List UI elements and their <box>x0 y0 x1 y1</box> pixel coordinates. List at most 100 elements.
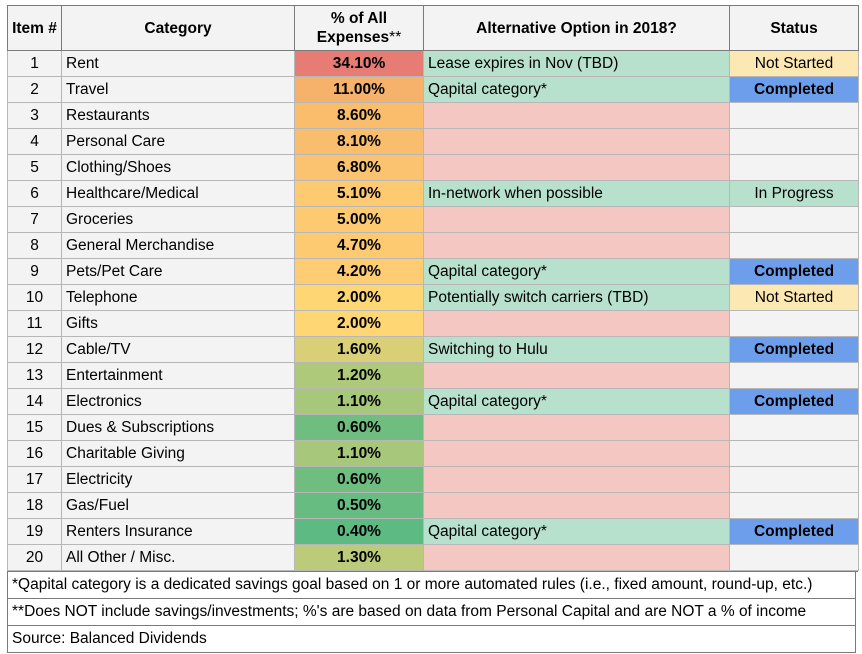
cell-alternative-option[interactable]: Qapital category* <box>423 518 730 545</box>
cell-alternative-option[interactable]: Qapital category* <box>423 388 730 415</box>
cell-status[interactable] <box>729 544 859 571</box>
cell-status[interactable] <box>729 362 859 389</box>
cell-alternative-option[interactable]: Qapital category* <box>423 258 730 285</box>
cell-percent[interactable]: 34.10% <box>294 50 424 77</box>
cell-category[interactable]: Healthcare/Medical <box>61 180 295 207</box>
footnote-expenses[interactable]: **Does NOT include savings/investments; … <box>7 599 856 626</box>
cell-category[interactable]: Travel <box>61 76 295 103</box>
header-percent-expenses[interactable]: % of All Expenses** <box>294 5 424 51</box>
cell-alternative-option[interactable] <box>423 154 730 181</box>
cell-status[interactable] <box>729 232 859 259</box>
cell-percent[interactable]: 8.60% <box>294 102 424 129</box>
cell-alternative-option[interactable] <box>423 544 730 571</box>
cell-category[interactable]: Electronics <box>61 388 295 415</box>
cell-percent[interactable]: 4.20% <box>294 258 424 285</box>
cell-category[interactable]: Restaurants <box>61 102 295 129</box>
cell-percent[interactable]: 0.40% <box>294 518 424 545</box>
cell-item-number[interactable]: 11 <box>7 310 62 337</box>
cell-item-number[interactable]: 8 <box>7 232 62 259</box>
cell-alternative-option[interactable]: Switching to Hulu <box>423 336 730 363</box>
cell-status[interactable]: Not Started <box>729 50 859 77</box>
cell-alternative-option[interactable] <box>423 232 730 259</box>
cell-item-number[interactable]: 17 <box>7 466 62 493</box>
cell-status[interactable] <box>729 414 859 441</box>
cell-item-number[interactable]: 15 <box>7 414 62 441</box>
cell-percent[interactable]: 11.00% <box>294 76 424 103</box>
cell-status[interactable]: Completed <box>729 336 859 363</box>
cell-category[interactable]: Telephone <box>61 284 295 311</box>
cell-item-number[interactable]: 3 <box>7 102 62 129</box>
cell-category[interactable]: Gas/Fuel <box>61 492 295 519</box>
cell-category[interactable]: Entertainment <box>61 362 295 389</box>
cell-item-number[interactable]: 18 <box>7 492 62 519</box>
cell-percent[interactable]: 5.10% <box>294 180 424 207</box>
cell-category[interactable]: Clothing/Shoes <box>61 154 295 181</box>
cell-status[interactable] <box>729 310 859 337</box>
cell-percent[interactable]: 1.10% <box>294 388 424 415</box>
cell-percent[interactable]: 1.30% <box>294 544 424 571</box>
cell-percent[interactable]: 4.70% <box>294 232 424 259</box>
cell-percent[interactable]: 0.60% <box>294 466 424 493</box>
cell-alternative-option[interactable] <box>423 310 730 337</box>
cell-item-number[interactable]: 9 <box>7 258 62 285</box>
cell-percent[interactable]: 6.80% <box>294 154 424 181</box>
cell-item-number[interactable]: 19 <box>7 518 62 545</box>
cell-percent[interactable]: 0.60% <box>294 414 424 441</box>
cell-category[interactable]: Rent <box>61 50 295 77</box>
cell-category[interactable]: All Other / Misc. <box>61 544 295 571</box>
cell-category[interactable]: Electricity <box>61 466 295 493</box>
cell-percent[interactable]: 2.00% <box>294 284 424 311</box>
cell-status[interactable] <box>729 128 859 155</box>
footnote-qapital[interactable]: *Qapital category is a dedicated savings… <box>7 572 856 599</box>
cell-alternative-option[interactable]: Lease expires in Nov (TBD) <box>423 50 730 77</box>
cell-status[interactable]: Completed <box>729 388 859 415</box>
cell-item-number[interactable]: 12 <box>7 336 62 363</box>
cell-status[interactable] <box>729 492 859 519</box>
header-status[interactable]: Status <box>729 5 859 51</box>
cell-item-number[interactable]: 13 <box>7 362 62 389</box>
cell-item-number[interactable]: 14 <box>7 388 62 415</box>
header-alternative-option[interactable]: Alternative Option in 2018? <box>423 5 730 51</box>
cell-status[interactable] <box>729 154 859 181</box>
cell-category[interactable]: Personal Care <box>61 128 295 155</box>
cell-percent[interactable]: 1.10% <box>294 440 424 467</box>
cell-alternative-option[interactable]: Qapital category* <box>423 76 730 103</box>
cell-alternative-option[interactable] <box>423 440 730 467</box>
cell-percent[interactable]: 1.20% <box>294 362 424 389</box>
cell-alternative-option[interactable]: In-network when possible <box>423 180 730 207</box>
cell-percent[interactable]: 0.50% <box>294 492 424 519</box>
cell-alternative-option[interactable] <box>423 128 730 155</box>
cell-alternative-option[interactable] <box>423 206 730 233</box>
cell-status[interactable]: Completed <box>729 258 859 285</box>
cell-status[interactable]: Completed <box>729 518 859 545</box>
cell-category[interactable]: Dues & Subscriptions <box>61 414 295 441</box>
cell-category[interactable]: Groceries <box>61 206 295 233</box>
cell-category[interactable]: General Merchandise <box>61 232 295 259</box>
header-item-number[interactable]: Item # <box>7 5 62 51</box>
cell-category[interactable]: Cable/TV <box>61 336 295 363</box>
cell-percent[interactable]: 1.60% <box>294 336 424 363</box>
cell-alternative-option[interactable] <box>423 414 730 441</box>
cell-alternative-option[interactable] <box>423 362 730 389</box>
cell-status[interactable] <box>729 206 859 233</box>
header-category[interactable]: Category <box>61 5 295 51</box>
cell-percent[interactable]: 2.00% <box>294 310 424 337</box>
cell-item-number[interactable]: 2 <box>7 76 62 103</box>
cell-category[interactable]: Renters Insurance <box>61 518 295 545</box>
cell-item-number[interactable]: 7 <box>7 206 62 233</box>
cell-item-number[interactable]: 5 <box>7 154 62 181</box>
cell-category[interactable]: Charitable Giving <box>61 440 295 467</box>
cell-status[interactable]: In Progress <box>729 180 859 207</box>
cell-status[interactable] <box>729 102 859 129</box>
cell-status[interactable] <box>729 466 859 493</box>
footnote-source[interactable]: Source: Balanced Dividends <box>7 626 856 653</box>
cell-category[interactable]: Gifts <box>61 310 295 337</box>
cell-alternative-option[interactable] <box>423 466 730 493</box>
cell-item-number[interactable]: 16 <box>7 440 62 467</box>
cell-item-number[interactable]: 4 <box>7 128 62 155</box>
cell-item-number[interactable]: 6 <box>7 180 62 207</box>
cell-status[interactable]: Completed <box>729 76 859 103</box>
cell-status[interactable] <box>729 440 859 467</box>
cell-percent[interactable]: 5.00% <box>294 206 424 233</box>
cell-percent[interactable]: 8.10% <box>294 128 424 155</box>
